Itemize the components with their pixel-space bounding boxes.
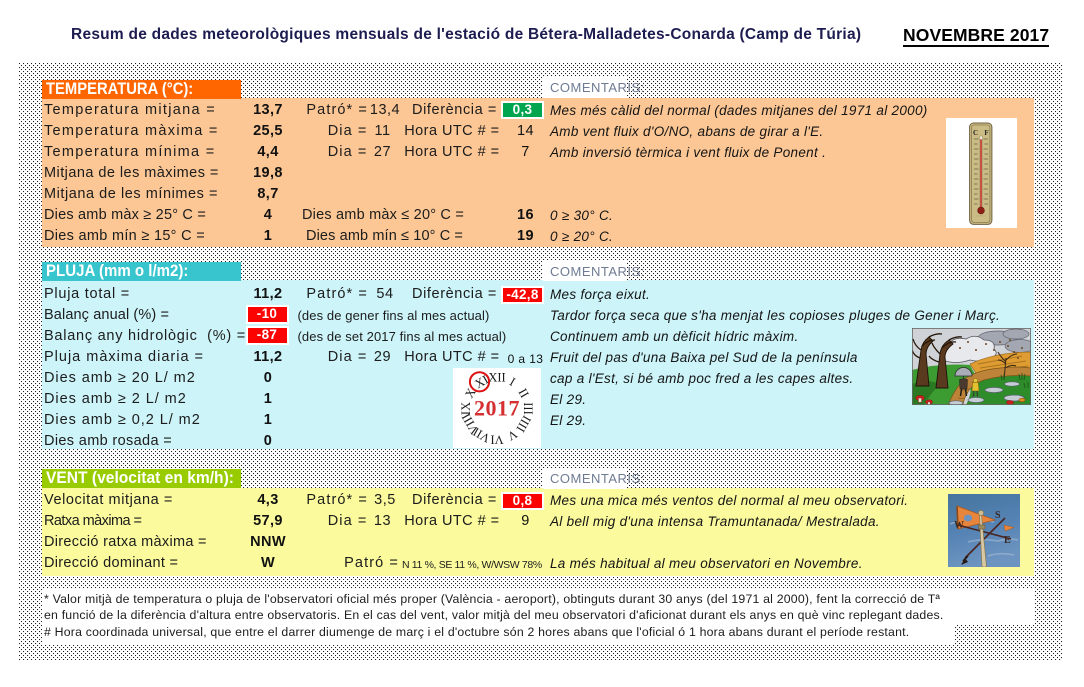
svg-text:W: W bbox=[954, 520, 964, 531]
svg-text:III: III bbox=[521, 402, 535, 415]
svg-text:I: I bbox=[507, 375, 518, 389]
svg-text:XII: XII bbox=[488, 371, 505, 385]
svg-text:XI: XI bbox=[472, 373, 490, 392]
svg-text:VI: VI bbox=[490, 432, 503, 446]
svg-text:C: C bbox=[973, 129, 978, 137]
svg-text:E: E bbox=[1004, 535, 1011, 546]
svg-text:IX: IX bbox=[459, 402, 473, 415]
svg-text:2017: 2017 bbox=[474, 396, 520, 421]
svg-text:F: F bbox=[984, 129, 988, 137]
svg-text:S: S bbox=[995, 510, 1001, 521]
